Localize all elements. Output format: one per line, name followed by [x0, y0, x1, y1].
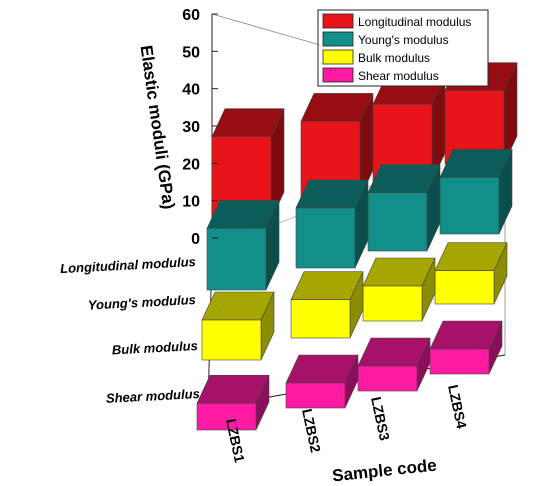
- legend-swatch: [322, 13, 354, 29]
- depth-axis: Longitudinal modulus Young's modulus Bulk …: [60, 254, 200, 406]
- bar-front: [196, 403, 257, 431]
- bar-shear-modulus-lzbs3: [357, 337, 431, 392]
- legend-swatch: [322, 67, 354, 83]
- bar-front: [295, 207, 356, 269]
- bar-front: [285, 382, 346, 409]
- legend: Longitudinal modulus Young's modulus Bulk …: [317, 9, 489, 87]
- y-tick-label: 0: [191, 231, 200, 248]
- bar-bulk-modulus-lzbs1: [201, 291, 275, 361]
- depth-label: Bulk modulus: [112, 338, 199, 357]
- bar-young-s-modulus-lzbs1: [206, 200, 280, 291]
- legend-entry: Young's modulus: [358, 33, 449, 47]
- y-tick-label: 10: [182, 194, 200, 211]
- x-tick-label: LZBS4: [445, 383, 470, 430]
- x-tick-label: LZBS2: [299, 407, 324, 454]
- bar-young-s-modulus-lzbs2: [295, 179, 369, 269]
- legend-swatch: [322, 49, 354, 65]
- bar-young-s-modulus-lzbs4: [439, 149, 513, 235]
- bar-front: [429, 348, 490, 375]
- y-tick-label: 50: [182, 44, 200, 61]
- bar-bulk-modulus-lzbs2: [290, 271, 364, 339]
- x-tick-label: LZBS3: [368, 395, 393, 442]
- bars-layer: [196, 62, 518, 431]
- bar-shear-modulus-lzbs4: [429, 320, 503, 375]
- legend-entry: Longitudinal modulus: [358, 15, 471, 29]
- bar-front: [290, 299, 351, 339]
- legend-entry: Bulk modulus: [358, 51, 430, 65]
- y-axis-title: Elastic moduli (GPa): [137, 44, 179, 210]
- bar-bulk-modulus-lzbs4: [434, 242, 508, 305]
- bar-front: [434, 270, 495, 305]
- bar-front: [206, 228, 267, 291]
- y-tick-label: 60: [182, 7, 200, 24]
- bar-front: [362, 285, 423, 322]
- depth-label: Shear modulus: [106, 386, 201, 406]
- y-tick-label: 20: [182, 156, 200, 173]
- legend-swatch: [322, 31, 354, 47]
- bar-young-s-modulus-lzbs3: [367, 164, 441, 252]
- bar-shear-modulus-lzbs1: [196, 374, 270, 431]
- depth-label: Young's modulus: [87, 292, 196, 313]
- bar-front: [439, 177, 500, 235]
- bar-front: [357, 365, 418, 392]
- x-axis-title: Sample code: [331, 456, 437, 486]
- bar-shear-modulus-lzbs2: [285, 354, 359, 409]
- y-tick-label: 40: [182, 82, 200, 99]
- y-tick-label: 30: [182, 119, 200, 136]
- y-axis: 0 10 20 30 40 50 60 Elastic moduli (GPa): [137, 7, 218, 248]
- depth-label: Longitudinal modulus: [60, 254, 196, 276]
- bar-bulk-modulus-lzbs3: [362, 257, 436, 322]
- legend-entry: Shear modulus: [358, 69, 439, 83]
- bar-front: [367, 192, 428, 252]
- bar-front: [201, 319, 262, 361]
